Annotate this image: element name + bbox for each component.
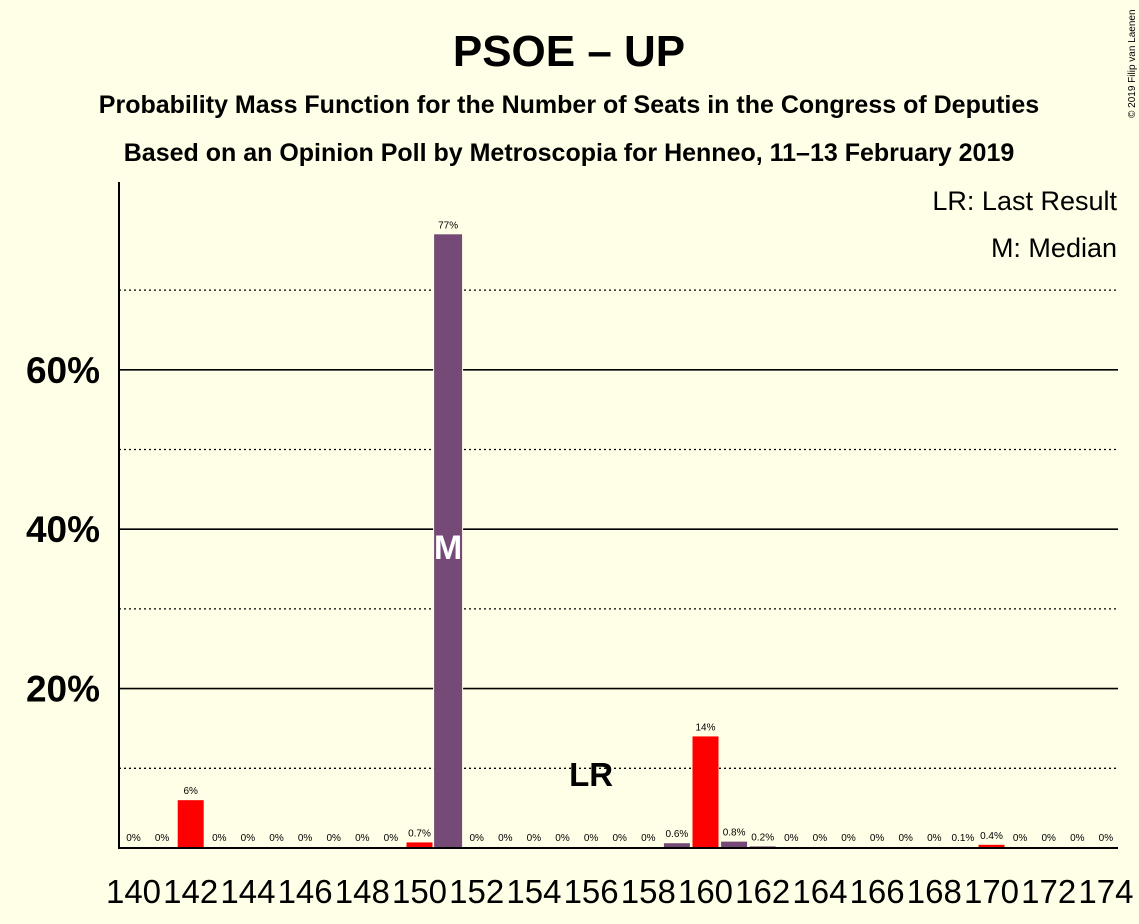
gridlines bbox=[119, 280, 1118, 769]
data-label-seat-152: 0% bbox=[469, 833, 484, 844]
chart-subtitle-1: Probability Mass Function for the Number… bbox=[99, 91, 1039, 119]
bar-seat-142 bbox=[177, 800, 204, 848]
x-tick-label: 172 bbox=[1021, 873, 1076, 910]
bar-seat-159 bbox=[663, 843, 690, 848]
data-label-seat-158: 0% bbox=[641, 833, 656, 844]
data-label-seat-157: 0% bbox=[612, 833, 627, 844]
x-tick-label: 152 bbox=[449, 873, 504, 910]
data-label-seat-148: 0% bbox=[355, 833, 370, 844]
x-tick-label: 140 bbox=[106, 873, 161, 910]
data-label-seat-161: 0.8% bbox=[723, 828, 746, 839]
x-tick-label: 144 bbox=[220, 873, 275, 910]
bars: M bbox=[177, 234, 1005, 848]
data-label-seat-165: 0% bbox=[841, 833, 856, 844]
data-label-seat-143: 0% bbox=[212, 833, 227, 844]
legend-median: M: Median bbox=[991, 233, 1117, 263]
bar-seat-160 bbox=[692, 736, 719, 848]
x-tick-label: 150 bbox=[392, 873, 447, 910]
bar-seat-161 bbox=[721, 841, 748, 848]
x-tick-label: 160 bbox=[678, 873, 733, 910]
data-label-seat-142: 6% bbox=[183, 786, 198, 797]
data-label-seat-145: 0% bbox=[269, 833, 284, 844]
data-label-seat-147: 0% bbox=[326, 833, 341, 844]
data-label-seat-171: 0% bbox=[1013, 833, 1028, 844]
data-label-seat-140: 0% bbox=[126, 833, 141, 844]
y-tick-labels: 20% 40% 60% bbox=[26, 350, 100, 710]
x-tick-label: 162 bbox=[735, 873, 790, 910]
data-label-seat-170: 0.4% bbox=[980, 831, 1003, 842]
data-label-seat-166: 0% bbox=[870, 833, 885, 844]
last-result-marker: LR bbox=[569, 756, 613, 793]
x-tick-label: 156 bbox=[564, 873, 619, 910]
chart-title: PSOE – UP bbox=[453, 27, 685, 76]
median-marker: M bbox=[434, 529, 462, 567]
x-tick-label: 154 bbox=[506, 873, 561, 910]
chart-subtitle-2: Based on an Opinion Poll by Metroscopia … bbox=[124, 139, 1015, 167]
x-tick-label: 170 bbox=[964, 873, 1019, 910]
x-tick-label: 166 bbox=[850, 873, 905, 910]
data-label-seat-173: 0% bbox=[1070, 833, 1085, 844]
bar-seat-170 bbox=[978, 844, 1005, 848]
x-tick-label: 146 bbox=[278, 873, 333, 910]
legend-last-result: LR: Last Result bbox=[932, 186, 1117, 216]
data-label-seat-149: 0% bbox=[384, 833, 399, 844]
data-label-seat-164: 0% bbox=[813, 833, 828, 844]
data-label-seat-168: 0% bbox=[927, 833, 942, 844]
bar-seat-151 bbox=[434, 234, 463, 848]
data-label-seat-156: 0% bbox=[584, 833, 599, 844]
data-label-seat-151: 77% bbox=[438, 220, 458, 231]
x-tick-label: 158 bbox=[621, 873, 676, 910]
data-label-seat-154: 0% bbox=[527, 833, 542, 844]
data-label-seat-159: 0.6% bbox=[666, 829, 689, 840]
y-tick-label: 60% bbox=[26, 350, 100, 391]
axes bbox=[118, 182, 1118, 849]
data-label-seat-167: 0% bbox=[898, 833, 913, 844]
x-tick-label: 174 bbox=[1078, 873, 1133, 910]
data-label-seat-141: 0% bbox=[155, 833, 170, 844]
data-label-seat-155: 0% bbox=[555, 833, 570, 844]
x-tick-label: 164 bbox=[792, 873, 847, 910]
bar-seat-150 bbox=[406, 842, 433, 848]
data-label-seat-172: 0% bbox=[1041, 833, 1056, 844]
data-label-seat-153: 0% bbox=[498, 833, 513, 844]
x-tick-labels: 140 142 144 146 148 150 152 154 156 158 160 162 164 1… bbox=[106, 873, 1133, 910]
data-label-seat-169: 0.1% bbox=[952, 833, 975, 844]
data-label-seat-160: 14% bbox=[695, 722, 715, 733]
data-label-seat-162: 0.2% bbox=[751, 832, 774, 843]
data-label-seat-146: 0% bbox=[298, 833, 313, 844]
x-tick-label: 148 bbox=[335, 873, 390, 910]
y-tick-label: 20% bbox=[26, 669, 100, 710]
data-label-seat-144: 0% bbox=[241, 833, 256, 844]
x-tick-label: 142 bbox=[163, 873, 218, 910]
x-tick-label: 168 bbox=[907, 873, 962, 910]
y-tick-label: 40% bbox=[26, 509, 100, 550]
data-label-seat-163: 0% bbox=[784, 833, 799, 844]
data-label-seat-174: 0% bbox=[1099, 833, 1114, 844]
copyright-notice: © 2019 Filip van Laenen bbox=[1127, 9, 1138, 118]
data-labels: 0% 0% 6% 0% 0% 0% 0% 0% 0% 0% 0.7% 77% 0% 0% 0% 0% 0% 0% 0… bbox=[126, 220, 1113, 844]
data-label-seat-150: 0.7% bbox=[408, 828, 431, 839]
